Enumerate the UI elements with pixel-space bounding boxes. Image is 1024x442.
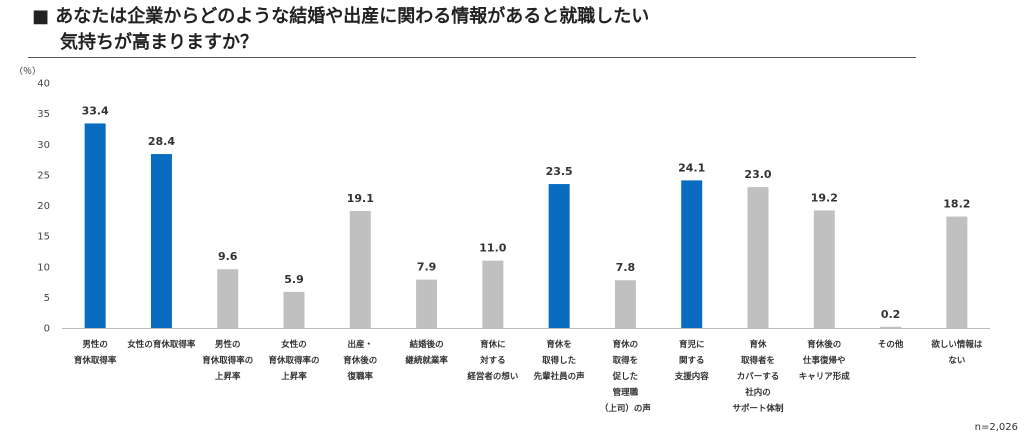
y-tick-label: 20 (37, 201, 50, 212)
x-tick-label: 出産・ (348, 339, 374, 350)
data-label: 19.1 (347, 192, 374, 205)
bar (150, 154, 172, 328)
y-tick-label: 10 (37, 262, 50, 273)
y-tick-label: 35 (37, 109, 50, 120)
x-tick-label: 取得した (542, 355, 576, 366)
x-tick-label: 育児に (679, 339, 705, 350)
x-tick-label: 促した (612, 371, 639, 382)
y-tick-label: 40 (37, 79, 50, 90)
x-tick-label: （上司）の声 (600, 403, 652, 414)
sample-size-note: n=2,026 (974, 422, 1018, 433)
x-tick-label: 育休取得率の (202, 355, 253, 366)
x-tick-label: 仕事復帰や (802, 355, 846, 366)
x-tick-label: 育休の (613, 339, 639, 350)
x-tick-label: 経営者の想い (467, 371, 518, 382)
data-label: 18.2 (943, 198, 970, 211)
data-label: 7.9 (417, 261, 437, 274)
bar (747, 187, 769, 328)
bar (681, 180, 703, 328)
x-tick-label: 取得を (613, 355, 639, 366)
x-tick-label: 復職率 (347, 371, 374, 382)
y-axis-unit-label: （％） (14, 67, 42, 77)
bar (482, 260, 504, 328)
bar (614, 280, 636, 328)
x-tick-label: 結婚後の (410, 339, 444, 350)
data-label: 24.1 (678, 161, 705, 174)
title-line-2: 気持ちが高まりますか？ (60, 32, 258, 53)
x-tick-label: 関する (679, 355, 705, 366)
x-tick-label: 育休後の (343, 355, 377, 366)
x-tick-label: 男性の (82, 339, 108, 350)
x-tick-label: 育休に (480, 339, 506, 350)
x-tick-label: 女性の育休取得率 (127, 339, 196, 350)
bar (946, 216, 968, 328)
x-tick-label: カバーする (737, 371, 780, 382)
x-tick-label: 男性の (215, 339, 241, 350)
x-tick-label: ない (948, 356, 965, 366)
x-tick-label: 先輩社員の声 (534, 371, 586, 382)
data-label: 0.2 (881, 308, 901, 321)
data-label: 5.9 (284, 273, 304, 286)
x-tick-label: 育休 (749, 339, 767, 350)
x-tick-label: 管理職 (613, 387, 639, 398)
x-tick-label: 支援内容 (674, 371, 710, 382)
bar (349, 211, 371, 328)
x-tick-label: 育休を (546, 339, 572, 350)
data-label: 9.6 (218, 250, 238, 263)
chart-title: ■ あなたは企業からどのような結婚や出産に関わる情報があると就職したい 気持ちが… (32, 4, 649, 56)
y-tick-label: 15 (37, 232, 50, 243)
data-label: 23.0 (744, 168, 771, 181)
title-line-1: ■ あなたは企業からどのような結婚や出産に関わる情報があると就職したい (32, 6, 650, 27)
data-label: 23.5 (546, 165, 573, 178)
y-tick-label: 25 (37, 170, 50, 181)
data-label: 33.4 (82, 104, 109, 117)
x-tick-label: 上昇率 (215, 371, 241, 382)
x-tick-label: 育休取得率の (268, 355, 319, 366)
bar (283, 291, 305, 328)
bar (416, 279, 438, 328)
bar (84, 123, 106, 328)
x-tick-label: その他 (878, 339, 904, 350)
data-label: 11.0 (479, 242, 506, 255)
x-tick-label: 取得者を (741, 355, 775, 366)
bar (217, 269, 239, 328)
data-label: 7.8 (616, 261, 636, 274)
y-tick-label: 5 (44, 293, 50, 304)
data-label: 19.2 (811, 191, 838, 204)
y-tick-label: 0 (44, 324, 50, 335)
x-tick-label: 育休取得率 (74, 355, 117, 366)
x-tick-label: サポート体制 (732, 403, 784, 414)
x-tick-label: 社内の (744, 387, 771, 398)
x-tick-label: 欲しい情報は (930, 339, 983, 350)
title-underline (28, 57, 916, 58)
data-label: 28.4 (148, 135, 175, 148)
x-tick-label: 育休後の (807, 339, 841, 350)
bar (813, 210, 835, 328)
x-tick-label: 対する (479, 355, 506, 366)
bar (548, 184, 570, 328)
x-tick-label: 女性の (281, 339, 307, 350)
bar (880, 326, 902, 328)
x-tick-label: キャリア形成 (799, 371, 851, 382)
x-tick-label: 継続就業率 (405, 355, 448, 366)
x-tick-label: 上昇率 (281, 371, 307, 382)
y-tick-label: 30 (37, 140, 50, 151)
